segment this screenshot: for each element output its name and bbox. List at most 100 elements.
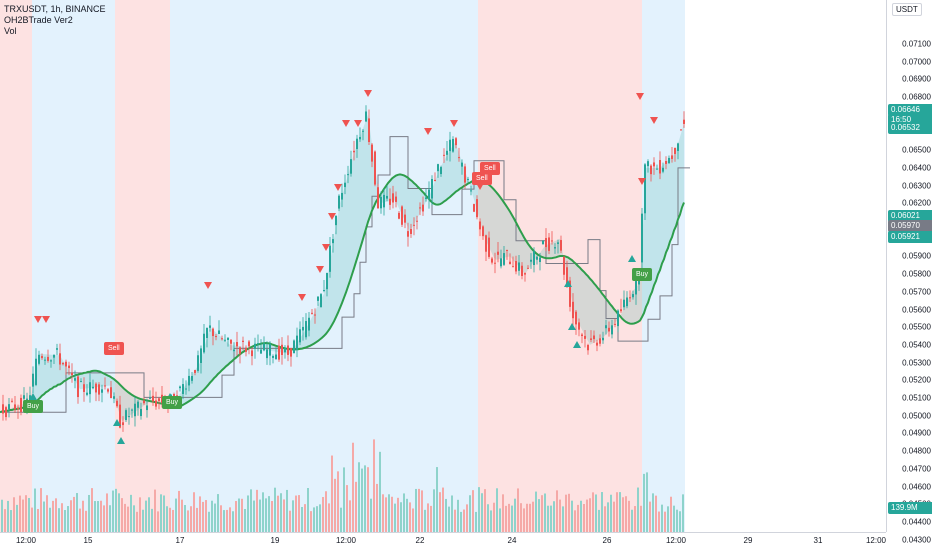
candle-body <box>620 309 622 312</box>
price-tick: 0.04300 <box>902 535 931 545</box>
volume-indicator-name[interactable]: Vol <box>4 26 17 36</box>
volume-bar <box>307 488 309 532</box>
volume-bar <box>460 511 462 532</box>
candle-body <box>110 387 112 399</box>
volume-bar <box>226 509 228 532</box>
candle-body <box>476 199 478 218</box>
volume-bar <box>535 491 537 532</box>
symbol-title[interactable]: TRXUSDT, 1h, BINANCE <box>4 4 106 14</box>
candle-body <box>95 383 97 393</box>
candle-body <box>89 382 91 395</box>
candle-body <box>587 344 589 351</box>
indicator-name[interactable]: OH2BTrade Ver2 <box>4 15 73 25</box>
sell-arrow-icon <box>354 120 362 127</box>
chart-area[interactable]: TRXUSDT, 1h, BINANCE OH2BTrade Ver2 Vol … <box>0 0 886 532</box>
volume-bar <box>586 499 588 532</box>
volume-bar <box>382 494 384 532</box>
candle-body <box>554 247 556 249</box>
time-axis[interactable]: 12:00 15 17 19 12:00 22 24 26 12:00 29 31 12:00 <box>0 532 886 551</box>
volume-bar <box>295 495 297 532</box>
volume-bar <box>616 492 618 532</box>
volume-bar <box>421 490 423 532</box>
buy-signal-tag[interactable]: Buy <box>23 400 44 413</box>
volume-bar <box>184 505 186 532</box>
regime-band <box>115 0 170 532</box>
volume-bar <box>121 498 123 532</box>
volume-bar <box>508 503 510 532</box>
volume-bar <box>223 510 225 532</box>
buy-arrow-icon <box>117 437 125 444</box>
candle-body <box>80 381 82 383</box>
volume-bar <box>364 465 366 532</box>
candle-body <box>212 328 214 337</box>
sell-arrow-icon <box>328 213 336 220</box>
price-axis[interactable]: USDT 0.071000.070000.069000.068000.06700… <box>886 0 932 544</box>
candle-body <box>623 299 625 308</box>
candle-body <box>59 353 61 365</box>
buy-signal-tag[interactable]: Buy <box>162 396 183 409</box>
volume-bar <box>148 497 150 532</box>
volume-bar <box>169 507 171 532</box>
buy-arrow-icon <box>568 323 576 330</box>
currency-button[interactable]: USDT <box>892 3 922 16</box>
price-badge: 0.06021 <box>888 210 932 222</box>
candle-body <box>152 395 154 402</box>
volume-bar <box>238 498 240 532</box>
candle-body <box>371 144 373 162</box>
volume-bar <box>97 501 99 532</box>
candle-body <box>281 344 283 355</box>
regime-band <box>32 0 115 532</box>
candle-body <box>296 335 298 350</box>
volume-bar <box>244 508 246 532</box>
volume-bar <box>232 511 234 532</box>
volume-bar <box>145 500 147 532</box>
slow-ma-line <box>0 173 685 414</box>
candle-body <box>500 258 502 267</box>
price-badge: 0.05921 <box>888 231 932 243</box>
sell-signal-tag[interactable]: Sell <box>104 342 124 355</box>
candle-body <box>572 301 574 319</box>
volume-bar <box>46 495 48 532</box>
candle-body <box>185 388 187 390</box>
volume-bar <box>10 510 12 532</box>
buy-signal-tag[interactable]: Buy <box>632 268 653 281</box>
sell-arrow-icon <box>424 128 432 135</box>
volume-bar <box>634 506 636 532</box>
candle-body <box>509 261 511 265</box>
volume-bar <box>565 494 567 532</box>
candle-body <box>542 240 544 245</box>
candle-body <box>479 221 481 230</box>
sell-signal-tag[interactable]: Sell <box>480 162 500 175</box>
candle-body <box>215 336 217 338</box>
candle-body <box>284 347 286 353</box>
time-label: 15 <box>83 536 93 545</box>
buy-arrow-icon <box>628 255 636 262</box>
candle-body <box>515 261 517 272</box>
candle-body <box>566 267 568 286</box>
candle-body <box>551 240 553 242</box>
buy-arrow-icon <box>573 341 581 348</box>
sell-signal-tag[interactable]: Sell <box>472 172 492 185</box>
candle-body <box>194 370 196 373</box>
candle-body <box>200 348 202 363</box>
volume-bar <box>16 504 18 532</box>
volume-bar <box>406 498 408 532</box>
volume-bar <box>520 503 522 532</box>
time-label: 29 <box>743 536 753 545</box>
candle-body <box>422 204 424 212</box>
candle-body <box>272 355 274 358</box>
volume-bar <box>676 509 678 532</box>
candle-body <box>131 409 133 411</box>
volume-bar <box>202 501 204 532</box>
candle-body <box>395 196 397 202</box>
candle-body <box>548 237 550 251</box>
volume-bar <box>286 489 288 532</box>
candle-body <box>593 335 595 340</box>
candle-body <box>179 386 181 389</box>
candle-body <box>611 325 613 335</box>
volume-bar <box>196 507 198 532</box>
volume-bar <box>469 495 471 532</box>
candle-body <box>533 251 535 266</box>
price-chart[interactable] <box>0 0 886 532</box>
candle-body <box>590 338 592 340</box>
